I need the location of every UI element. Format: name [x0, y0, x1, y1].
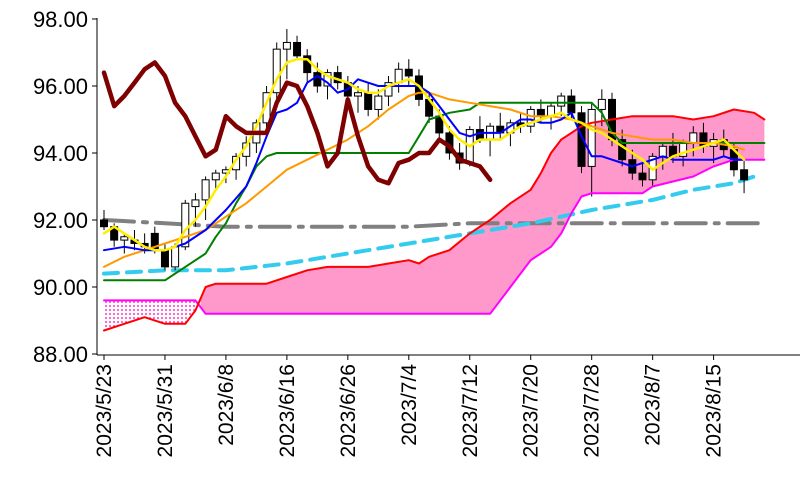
candle-body	[658, 145, 667, 157]
x-tick-label: 2023/7/12	[459, 364, 482, 457]
candle-bearish	[577, 106, 586, 174]
candle-bullish	[272, 42, 281, 100]
x-axis-ticks: 2023/5/23 2023/5/31 2023/6/8 2023/6/16 2023/…	[93, 355, 726, 457]
candle-bullish	[374, 89, 383, 120]
candle-bullish	[384, 75, 393, 107]
candle-bullish	[262, 86, 271, 133]
candle-bearish	[160, 243, 169, 271]
candle-body	[740, 169, 749, 181]
support-dash-dot-line	[102, 218, 767, 229]
candle-body	[587, 108, 596, 167]
candle-body	[232, 155, 241, 171]
senkou-span-a-line	[103, 108, 766, 332]
cloud-fill-bearish	[104, 298, 201, 331]
candle-bullish	[120, 233, 129, 254]
candle-bullish	[232, 153, 241, 180]
candle-body	[201, 179, 210, 201]
candle-bearish	[100, 209, 108, 231]
kumo-cloud	[104, 109, 765, 331]
candle-body	[313, 72, 322, 87]
candle-bearish	[404, 59, 413, 86]
chikou-span-line	[101, 60, 493, 186]
candle-bullish	[211, 169, 220, 190]
candle-body	[100, 219, 108, 228]
candle-body	[160, 249, 169, 268]
y-tick-label: 96.00	[33, 74, 88, 99]
candle-body	[689, 132, 698, 144]
x-tick-label: 2023/8/15	[703, 364, 726, 457]
candle-bearish	[303, 49, 312, 83]
candle-body	[262, 92, 271, 124]
candle-bullish	[394, 62, 403, 93]
candle-bullish	[201, 176, 210, 220]
candle-body	[577, 112, 586, 167]
y-axis-ticks: 88.00 90.00 92.00 94.00 96.00 98.00	[33, 7, 97, 367]
candle-body	[191, 199, 200, 208]
indicator-lines	[101, 57, 766, 332]
x-tick-label: 2023/8/7	[642, 364, 665, 446]
candle-body	[293, 41, 302, 57]
candle-bullish	[597, 89, 606, 127]
candle-body	[364, 92, 373, 110]
senkou-span-b-line	[103, 158, 766, 315]
candle-bullish	[587, 102, 596, 197]
candle-bearish	[293, 35, 302, 60]
x-tick-label: 2023/7/28	[581, 364, 604, 457]
candle-bearish	[516, 112, 525, 133]
candle-body	[557, 95, 566, 107]
x-tick-label: 2023/5/23	[93, 364, 116, 457]
candle-body	[171, 246, 180, 268]
x-tick-label: 2023/7/20	[520, 364, 543, 457]
y-tick-label: 90.00	[33, 275, 88, 300]
candle-body	[354, 92, 362, 97]
y-tick-label: 88.00	[33, 342, 88, 367]
candle-bearish	[496, 112, 505, 140]
x-tick-label: 2023/6/8	[215, 364, 238, 446]
kijun-sen-line	[103, 101, 766, 282]
candle-body	[282, 41, 291, 50]
y-tick-label: 94.00	[33, 141, 88, 166]
candle-bearish	[364, 82, 373, 117]
candle-body	[211, 172, 220, 181]
x-tick-label: 2023/6/26	[337, 364, 360, 457]
y-tick-label: 98.00	[33, 7, 88, 32]
candle-bearish	[740, 159, 749, 194]
moving-average-yellow-line	[102, 57, 746, 252]
candle-body	[272, 48, 281, 94]
candle-body	[526, 108, 535, 127]
candle-body	[536, 108, 545, 117]
candle-bullish	[282, 29, 291, 80]
candle-body	[120, 236, 129, 241]
cloud-fill-bullish	[200, 109, 765, 314]
candle-body	[181, 202, 190, 248]
candle-bearish	[638, 163, 647, 187]
candle-body	[567, 95, 576, 114]
candle-body	[638, 172, 647, 181]
x-tick-label: 2023/6/16	[276, 364, 299, 457]
candle-body	[404, 68, 413, 77]
candle-body	[374, 95, 383, 110]
y-tick-label: 92.00	[33, 208, 88, 233]
candle-body	[597, 98, 606, 110]
x-tick-label: 2023/7/4	[398, 364, 421, 446]
x-tick-label: 2023/5/31	[154, 364, 177, 457]
